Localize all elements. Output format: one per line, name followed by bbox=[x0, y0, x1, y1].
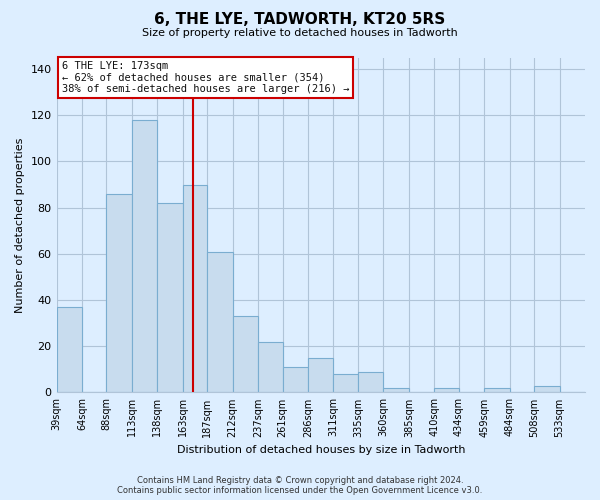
Bar bbox=[308, 358, 334, 392]
Bar bbox=[283, 367, 308, 392]
X-axis label: Distribution of detached houses by size in Tadworth: Distribution of detached houses by size … bbox=[176, 445, 465, 455]
Bar bbox=[383, 388, 409, 392]
Text: 6 THE LYE: 173sqm
← 62% of detached houses are smaller (354)
38% of semi-detache: 6 THE LYE: 173sqm ← 62% of detached hous… bbox=[62, 61, 349, 94]
Bar bbox=[233, 316, 258, 392]
Y-axis label: Number of detached properties: Number of detached properties bbox=[15, 138, 25, 312]
Bar bbox=[484, 388, 509, 392]
Bar bbox=[358, 372, 383, 392]
Text: 6, THE LYE, TADWORTH, KT20 5RS: 6, THE LYE, TADWORTH, KT20 5RS bbox=[154, 12, 446, 28]
Bar bbox=[207, 252, 233, 392]
Bar bbox=[334, 374, 358, 392]
Bar bbox=[157, 203, 183, 392]
Bar bbox=[534, 386, 560, 392]
Bar bbox=[258, 342, 283, 392]
Bar bbox=[56, 307, 82, 392]
Text: Size of property relative to detached houses in Tadworth: Size of property relative to detached ho… bbox=[142, 28, 458, 38]
Bar bbox=[434, 388, 459, 392]
Text: Contains HM Land Registry data © Crown copyright and database right 2024.
Contai: Contains HM Land Registry data © Crown c… bbox=[118, 476, 482, 495]
Bar bbox=[183, 184, 207, 392]
Bar bbox=[106, 194, 132, 392]
Bar bbox=[132, 120, 157, 392]
